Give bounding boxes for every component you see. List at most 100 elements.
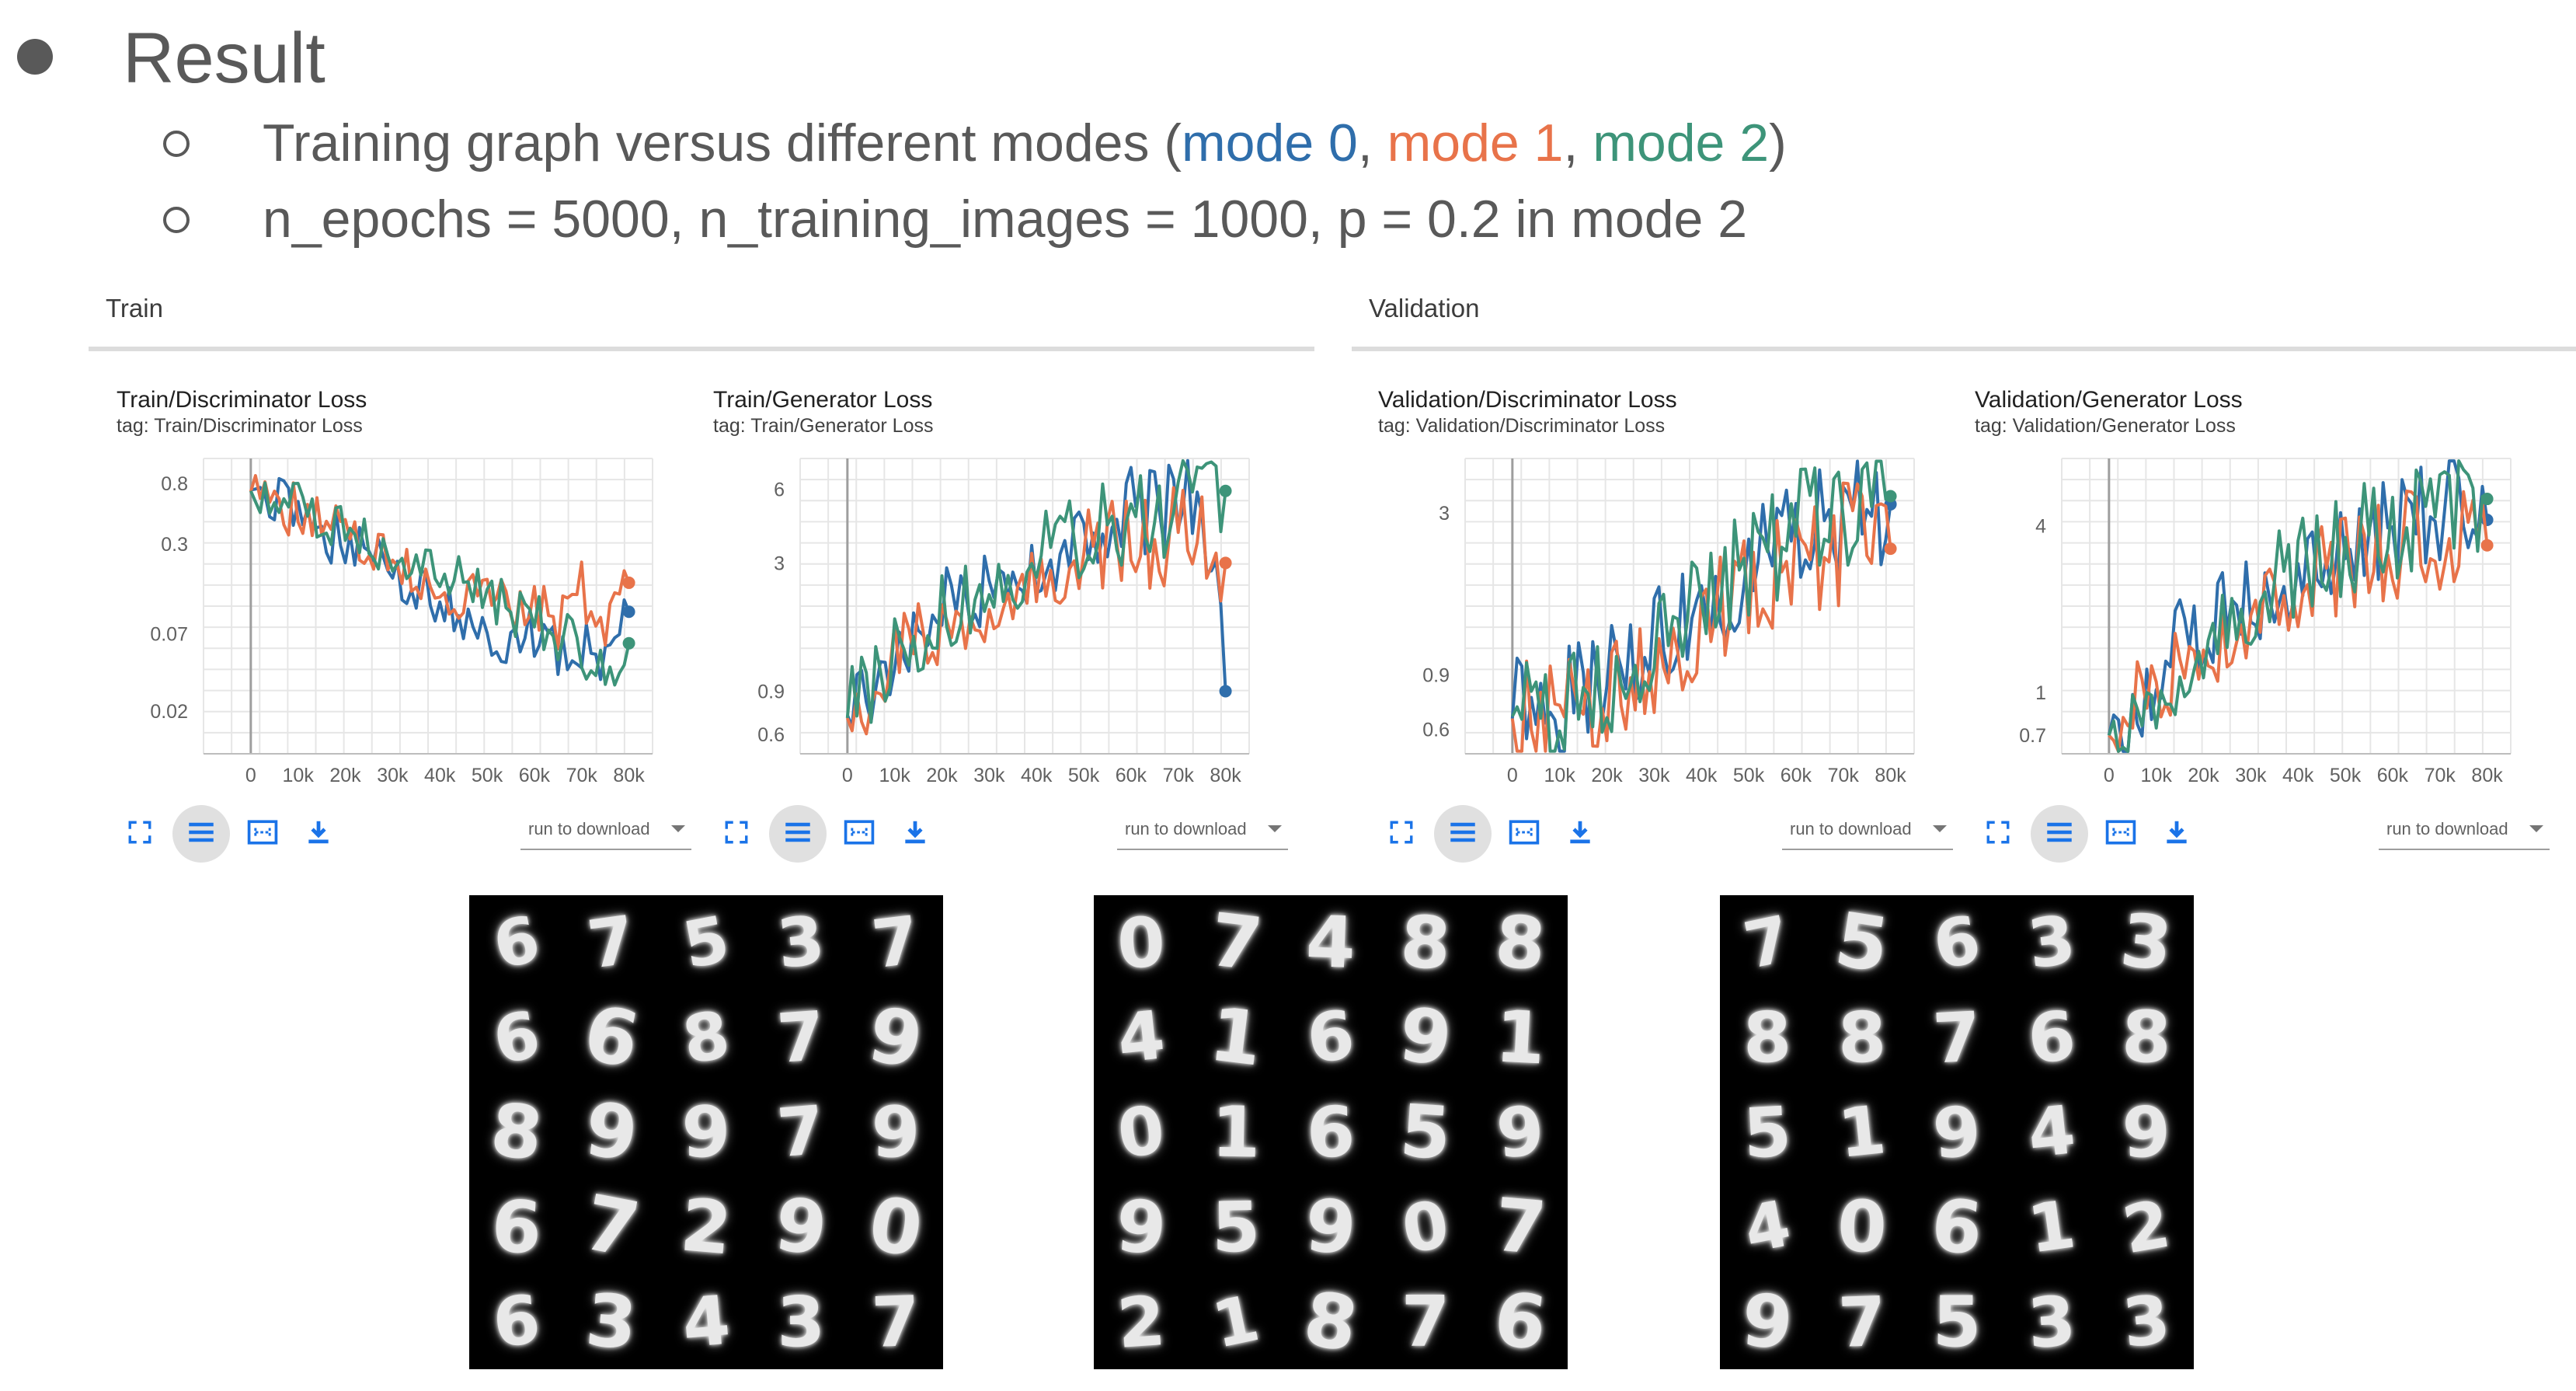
run-download-label: run to download <box>1790 819 1912 838</box>
generated-digit: 9 <box>1930 1090 1984 1174</box>
x-tick-label: 30k <box>1638 765 1670 785</box>
list-button[interactable] <box>172 805 230 863</box>
generated-digit: 8 <box>677 996 735 1079</box>
generated-digit: 0 <box>863 1180 928 1274</box>
mode-0-label: mode 0 <box>1182 113 1358 173</box>
generated-digit: 5 <box>1211 1186 1261 1268</box>
generated-digit: 7 <box>1930 995 1983 1079</box>
x-tick-label: 30k <box>2235 765 2267 785</box>
x-tick-label: 10k <box>2141 765 2173 785</box>
generated-digit: 4 <box>679 1280 733 1364</box>
chart-plot[interactable]: 0 10k 20k 30k 40k 50k 60k 70k 80k 0.8 0.3 0.07 0.02 <box>117 451 691 785</box>
download-icon <box>900 818 930 851</box>
chart-tag: tag: Validation/Generator Loss <box>1975 415 2236 437</box>
series-endpoint-mode-2 <box>622 636 635 650</box>
chart-card: Train/Generator Loss tag: Train/Generator… <box>713 387 1288 869</box>
x-tick-label: 60k <box>1116 765 1147 785</box>
series-endpoint-mode-0 <box>622 605 635 619</box>
chart-plot[interactable]: 0 10k 20k 30k 40k 50k 60k 70k 80k 4 1 0.7 <box>1975 451 2550 785</box>
generated-digit: 3 <box>2119 1281 2174 1363</box>
generated-digit: 6 <box>576 988 646 1086</box>
separator: , <box>1357 113 1387 173</box>
generated-digit: 9 <box>681 1090 732 1174</box>
fit-domain-button[interactable] <box>2097 811 2144 857</box>
list-button[interactable] <box>769 805 827 863</box>
fit-domain-icon <box>2104 815 2138 853</box>
fullscreen-button[interactable] <box>1378 811 1425 857</box>
generated-digit: 5 <box>1932 1281 1982 1363</box>
fullscreen-button[interactable] <box>713 811 760 857</box>
fit-domain-button[interactable] <box>239 811 286 857</box>
chart-plot[interactable]: 0 10k 20k 30k 40k 50k 60k 70k 80k 6 3 0.9 0.6 <box>713 451 1288 785</box>
x-tick-label: 70k <box>1828 765 1860 785</box>
download-button[interactable] <box>1557 811 1603 857</box>
section-title-validation: Validation <box>1369 294 1480 322</box>
series-line-mode-2 <box>845 458 1227 724</box>
download-icon <box>2162 818 2191 851</box>
generated-digit: 8 <box>1398 899 1453 986</box>
y-tick-label: 0.02 <box>150 701 188 723</box>
x-tick-label: 70k <box>566 765 598 785</box>
generated-digit: 4 <box>1304 901 1357 985</box>
download-button[interactable] <box>2153 811 2200 857</box>
generated-digit: 7 <box>870 1280 921 1364</box>
bullet-line-suffix: ) <box>1769 113 1787 173</box>
generated-digit: 3 <box>774 901 828 984</box>
generated-digit: 7 <box>1491 1182 1550 1272</box>
select-underline <box>1117 849 1288 850</box>
list-button[interactable] <box>2031 805 2088 863</box>
generated-digit: 1 <box>2023 1185 2080 1269</box>
x-tick-label: 60k <box>519 765 551 785</box>
generated-digit: 0 <box>1115 901 1168 985</box>
run-download-label: run to download <box>528 819 650 838</box>
generated-digit: 5 <box>1397 1088 1454 1177</box>
generated-digit: 4 <box>1738 1186 1797 1268</box>
generated-digit: 9 <box>862 989 930 1086</box>
series-line-mode-1 <box>2108 489 2489 753</box>
x-tick-label: 30k <box>973 765 1005 785</box>
generated-digit: 7 <box>775 996 827 1079</box>
fit-domain-button[interactable] <box>1501 811 1547 857</box>
fullscreen-icon <box>723 819 750 849</box>
y-tick-label: 1 <box>2035 682 2046 704</box>
bullet-dot <box>17 39 53 75</box>
section-divider <box>89 347 1314 351</box>
generated-digit: 0 <box>1113 1091 1169 1173</box>
chart-toolbar <box>117 805 342 863</box>
x-tick-label: 60k <box>1781 765 1812 785</box>
generated-digit: 4 <box>1114 996 1168 1079</box>
generated-digit: 6 <box>2024 995 2079 1079</box>
section-divider <box>1352 347 2576 351</box>
section-title-train: Train <box>106 294 163 322</box>
generated-digit: 6 <box>487 901 546 984</box>
fullscreen-button[interactable] <box>1975 811 2021 857</box>
fullscreen-button[interactable] <box>117 811 163 857</box>
chart-card: Validation/Generator Loss tag: Validation… <box>1975 387 2550 869</box>
generated-digit: 2 <box>1114 1280 1168 1364</box>
fit-domain-icon <box>1507 815 1541 853</box>
chart-plot[interactable]: 0 10k 20k 30k 40k 50k 60k 70k 80k 3 0.9 0.6 <box>1378 451 1953 785</box>
mode-2-label: mode 2 <box>1593 113 1770 173</box>
y-tick-label: 0.6 <box>757 724 785 746</box>
generated-digit: 9 <box>2121 1090 2172 1174</box>
generated-digit: 6 <box>1489 1276 1551 1368</box>
generated-digit: 4 <box>2024 1091 2079 1173</box>
generated-digit: 7 <box>576 1178 646 1276</box>
list-button[interactable] <box>1434 805 1492 863</box>
download-button[interactable] <box>892 811 938 857</box>
chart-title: Validation/Discriminator Loss <box>1378 387 1677 413</box>
x-tick-label: 80k <box>1210 765 1241 785</box>
chart-title: Train/Generator Loss <box>713 387 933 413</box>
generated-digit: 6 <box>489 1281 544 1363</box>
fullscreen-icon <box>127 819 153 849</box>
download-button[interactable] <box>295 811 342 857</box>
generated-digit: 8 <box>1742 996 1792 1079</box>
fit-domain-button[interactable] <box>836 811 882 857</box>
x-tick-label: 40k <box>1021 765 1053 785</box>
generated-digit: 1 <box>1206 1281 1265 1363</box>
x-tick-label: 80k <box>1875 765 1906 785</box>
generated-digit: 8 <box>1298 1274 1363 1369</box>
x-tick-label: 0 <box>245 765 256 785</box>
